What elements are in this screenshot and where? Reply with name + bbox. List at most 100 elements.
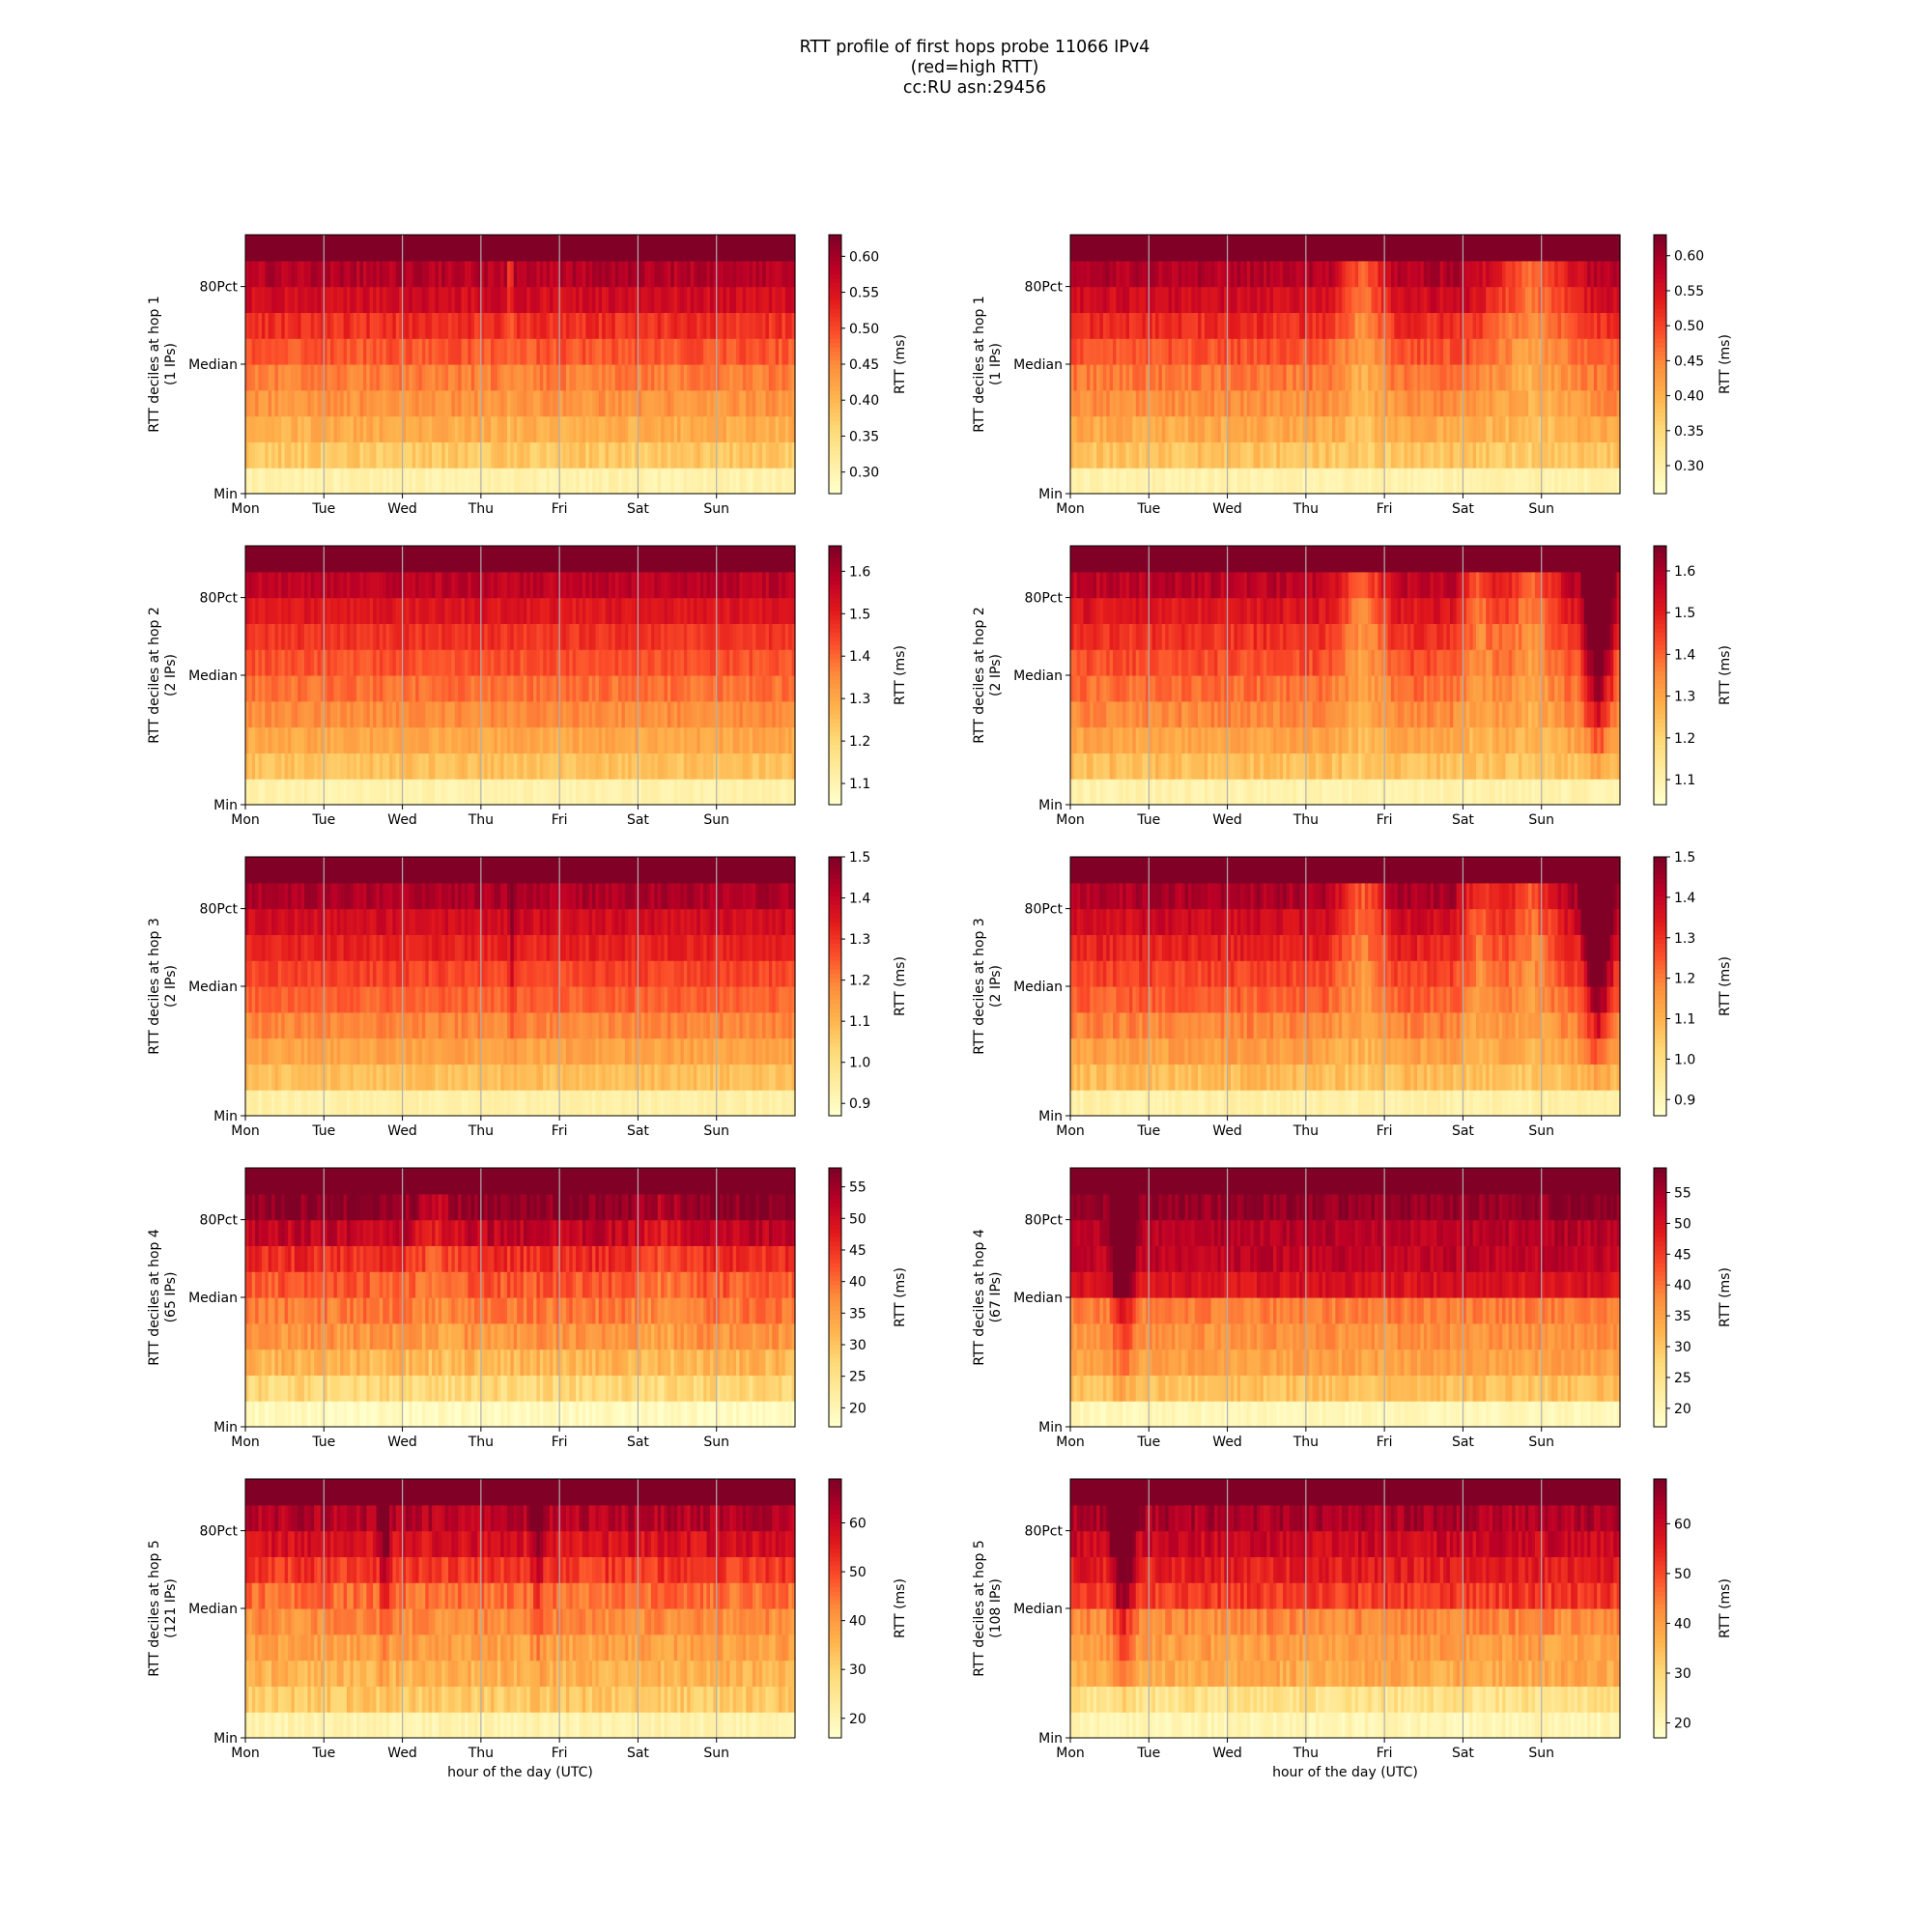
heatmap-cell (484, 312, 489, 339)
heatmap-cell (647, 286, 652, 313)
heatmap-cell (330, 338, 335, 365)
heatmap-cell (605, 235, 610, 262)
heatmap-cell (399, 338, 404, 365)
colorbar-swatch (1654, 333, 1666, 339)
heatmap-cell (317, 415, 322, 442)
heatmap-cell (310, 338, 315, 365)
heatmap-cell (245, 364, 249, 391)
heatmap-cell (409, 338, 413, 365)
heatmap-cell (500, 389, 505, 417)
heatmap-cell (245, 389, 249, 417)
heatmap-cell (523, 260, 527, 288)
heatmap-cell (484, 235, 489, 262)
heatmap-cell (543, 235, 548, 262)
colorbar-swatch (1654, 265, 1666, 270)
heatmap-cell (366, 389, 371, 417)
heatmap-cell (576, 260, 581, 288)
heatmap-cell (553, 286, 557, 313)
heatmap-cell (324, 364, 328, 391)
heatmap-cell (673, 260, 678, 288)
colorbar-swatch (1654, 303, 1666, 309)
heatmap-cell (487, 468, 492, 495)
heatmap-cell (513, 312, 518, 339)
heatmap-cell (356, 364, 361, 391)
heatmap-cell (536, 468, 541, 495)
heatmap-cell (314, 235, 319, 262)
heatmap-cell (277, 364, 282, 391)
heatmap-cell (369, 441, 374, 469)
heatmap-cell (595, 468, 600, 495)
heatmap-cell (314, 260, 319, 288)
heatmap-cell (539, 415, 544, 442)
heatmap-cell (447, 415, 452, 442)
heatmap-cell (683, 441, 688, 469)
heatmap-cell (497, 468, 501, 495)
heatmap-cell (506, 312, 511, 339)
heatmap-cell (654, 364, 659, 391)
colorbar-swatch (829, 286, 841, 292)
heatmap-cell (251, 468, 256, 495)
heatmap-cell (402, 389, 407, 417)
heatmap-cell (667, 415, 671, 442)
heatmap-cell (350, 441, 355, 469)
colorbar-swatch (1654, 364, 1666, 370)
heatmap-cell (618, 286, 623, 313)
heatmap-cell (549, 389, 554, 417)
heatmap-cell (438, 441, 442, 469)
heatmap-cell (611, 364, 616, 391)
heatmap-cell (582, 338, 586, 365)
heatmap-cell (640, 364, 645, 391)
heatmap-cell (415, 338, 420, 365)
heatmap-cell (389, 389, 394, 417)
heatmap-cell (635, 235, 639, 262)
heatmap-cell (592, 364, 596, 391)
colorbar-swatch (829, 359, 841, 365)
heatmap-cell (572, 235, 577, 262)
heatmap-cell (624, 312, 629, 339)
heatmap-cell (484, 260, 489, 288)
heatmap-cell (392, 389, 397, 417)
heatmap-cell (320, 312, 325, 339)
heatmap-cell (539, 312, 544, 339)
heatmap-cell (576, 364, 581, 391)
heatmap-cell (497, 235, 501, 262)
heatmap-cell (412, 441, 416, 469)
heatmap-cell (441, 338, 446, 365)
heatmap-cell (435, 364, 440, 391)
heatmap-cell (480, 468, 485, 495)
heatmap-cell (409, 415, 413, 442)
heatmap-cell (395, 260, 400, 288)
colorbar-tick-label: 0.30 (849, 466, 879, 481)
colorbar-swatch (1654, 269, 1666, 274)
heatmap-cell (317, 338, 322, 365)
heatmap-cell (569, 415, 574, 442)
heatmap-cell (245, 468, 249, 495)
heatmap-cell (644, 235, 649, 262)
heatmap-cell (673, 338, 678, 365)
colorbar-tick-label: 0.60 (849, 249, 879, 265)
heatmap-cell (432, 468, 437, 495)
heatmap-cell (281, 389, 286, 417)
heatmap-cell (576, 235, 581, 262)
heatmap-cell (608, 312, 612, 339)
heatmap-cell (494, 312, 498, 339)
colorbar-swatch (1654, 471, 1666, 477)
heatmap-cell (298, 312, 302, 339)
heatmap-cell (314, 338, 319, 365)
heatmap-cell (461, 286, 466, 313)
heatmap-cell (640, 286, 645, 313)
colorbar-swatch (829, 260, 841, 266)
heatmap-cell (251, 441, 256, 469)
colorbar-swatch (829, 381, 841, 386)
heatmap-cell (605, 389, 610, 417)
heatmap-cell (362, 441, 367, 469)
heatmap-cell (638, 286, 642, 313)
heatmap-cell (330, 286, 335, 313)
heatmap-cell (425, 364, 430, 391)
heatmap-cell (454, 260, 459, 288)
colorbar-tick-label: 0.40 (1674, 389, 1704, 405)
heatmap-cell (464, 441, 469, 469)
heatmap-cell (576, 415, 581, 442)
heatmap-cell (340, 286, 345, 313)
y-tick-label: Min (213, 487, 238, 502)
